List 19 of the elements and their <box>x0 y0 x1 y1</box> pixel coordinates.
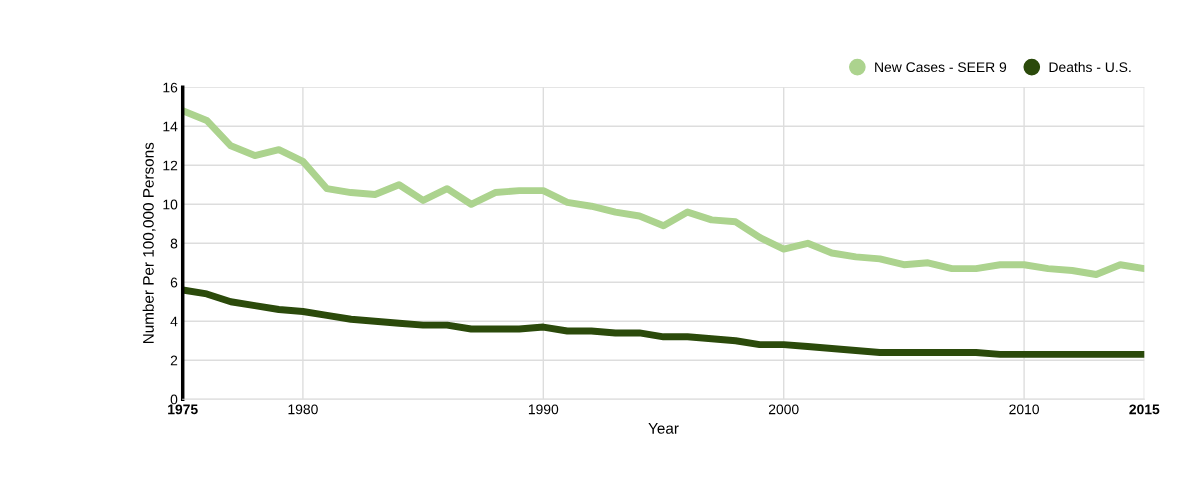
x-tick-label: 2010 <box>1009 404 1040 415</box>
legend-label: Deaths - U.S. <box>1049 61 1131 73</box>
y-tick-label: 12 <box>163 160 178 171</box>
y-tick-label: 14 <box>163 121 178 132</box>
y-tick-label: 2 <box>170 355 178 366</box>
x-tick-label: 2015 <box>1129 404 1160 415</box>
y-tick-label: 10 <box>163 199 178 210</box>
y-tick-label: 6 <box>170 277 178 288</box>
x-tick-label: 1975 <box>168 404 198 415</box>
y-axis-title: Number Per 100,000 Persons <box>142 142 156 344</box>
x-tick-label: 1980 <box>288 404 318 415</box>
y-tick-label: 8 <box>170 238 178 249</box>
x-tick-label: 1990 <box>528 404 559 415</box>
x-axis-title: Year <box>648 423 679 434</box>
legend-label: New Cases - SEER 9 <box>875 62 1007 73</box>
x-tick-label: 2000 <box>768 404 799 415</box>
y-tick-label: 4 <box>170 316 178 327</box>
y-tick-label: 0 <box>170 394 178 405</box>
y-tick-label: 16 <box>163 82 178 93</box>
